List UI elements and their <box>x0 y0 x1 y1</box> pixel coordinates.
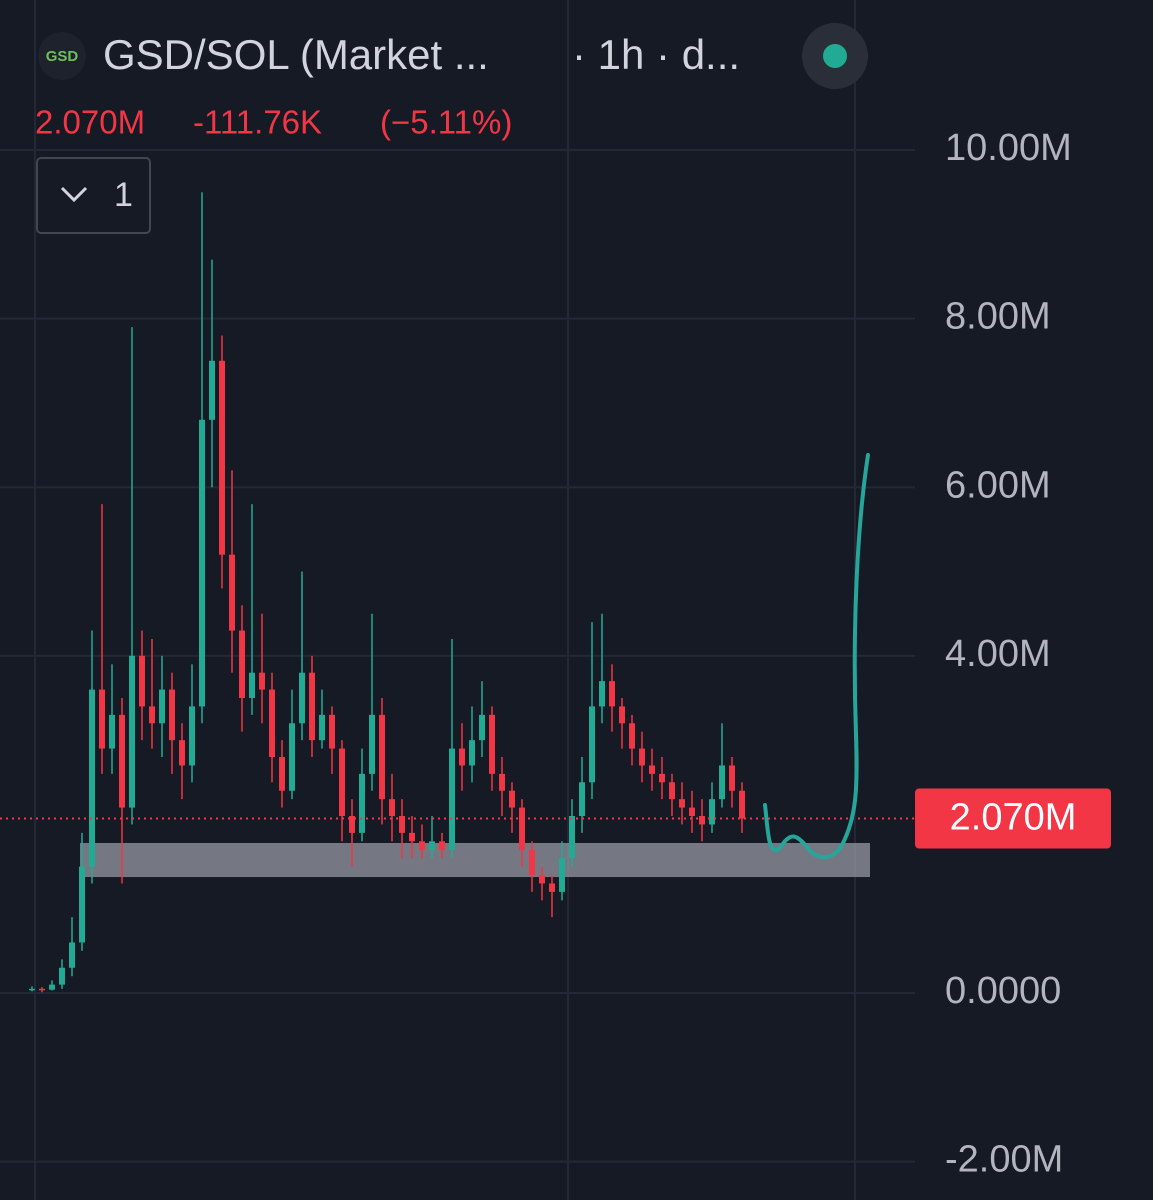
candle-body <box>309 672 315 741</box>
y-tick-label: 6.00M <box>945 464 1051 506</box>
candle-body <box>49 984 55 990</box>
candle-body <box>249 672 255 698</box>
candle-body <box>489 714 495 774</box>
chart-subtitle: · 1h · d... <box>572 31 740 78</box>
candle-body <box>609 681 615 707</box>
last-price-label: 2.070M <box>950 797 1077 839</box>
candle-body <box>699 816 705 825</box>
logo <box>38 32 86 80</box>
support-zone <box>80 842 870 878</box>
candle-body <box>39 988 45 991</box>
candle-body <box>459 748 465 766</box>
candle-body <box>129 655 135 808</box>
indicators-count: 1 <box>114 176 133 214</box>
header: GSD GSD/SOL (Market ... · 1h · d... 2.07… <box>35 23 868 234</box>
y-tick-label: 8.00M <box>945 296 1051 338</box>
candle-body <box>269 689 275 758</box>
candle-body <box>539 875 545 884</box>
candle-body <box>279 757 285 791</box>
candle-body <box>529 849 535 876</box>
hand-drawn-projection <box>763 453 870 860</box>
candle-body <box>289 723 295 791</box>
candle-body <box>679 799 685 808</box>
y-tick-label: 4.00M <box>945 633 1051 675</box>
candle-body <box>599 681 605 707</box>
chevron-icon <box>60 186 88 203</box>
indicators-toggle[interactable] <box>36 157 151 234</box>
candle-body <box>159 689 165 724</box>
candle-body <box>379 714 385 800</box>
candle-body <box>499 773 505 791</box>
candle-body <box>149 706 155 724</box>
candle-body <box>369 714 375 774</box>
candle-body <box>69 942 75 968</box>
candle-body <box>139 655 145 707</box>
candle-body <box>579 782 585 817</box>
chart-title: GSD/SOL (Market ... <box>103 31 489 78</box>
candle-body <box>329 714 335 749</box>
candle-body <box>219 360 225 555</box>
candle-body <box>669 782 675 800</box>
y-axis: 10.00M 8.00M 6.00M 4.00M 0.0000 -2.00M 2.070M <box>915 127 1111 1181</box>
candle-body <box>339 748 345 817</box>
candle-body <box>469 740 475 766</box>
candle-body <box>449 748 455 850</box>
candle-body <box>519 807 525 850</box>
candle-body <box>199 419 205 707</box>
y-tick-label: 10.00M <box>945 127 1072 169</box>
candle-body <box>319 714 325 741</box>
logo-text: GSD <box>46 48 79 65</box>
y-tick-label: -2.00M <box>945 1139 1063 1181</box>
candle-body <box>419 841 425 850</box>
candle-body <box>629 723 635 749</box>
candle-body <box>589 706 595 783</box>
candle-body <box>169 689 175 741</box>
candle-body <box>99 689 105 749</box>
candle-body <box>439 841 445 850</box>
candle-body <box>559 858 565 892</box>
candle-body <box>399 816 405 833</box>
candle-body <box>299 672 305 724</box>
candle-body <box>179 740 185 766</box>
candle-body <box>409 832 415 842</box>
candle-body <box>739 790 745 819</box>
candle-body <box>639 748 645 766</box>
candle-body <box>349 816 355 833</box>
candle-body <box>689 807 695 817</box>
candle-body <box>79 866 85 943</box>
candle-body <box>649 765 655 774</box>
price-change-percent: (−5.11%) <box>380 104 512 141</box>
candle-body <box>189 706 195 766</box>
candle-body <box>119 714 125 808</box>
candle-body <box>209 360 215 420</box>
candle-body <box>719 765 725 800</box>
candle-body <box>479 714 485 741</box>
last-price-box <box>915 788 1111 849</box>
y-tick-label: 0.0000 <box>945 970 1061 1012</box>
marks <box>0 192 915 993</box>
candle-body <box>709 799 715 825</box>
status-dot <box>823 44 847 68</box>
candle-body <box>509 790 515 808</box>
candle-body <box>729 765 735 791</box>
candle-body <box>59 967 65 985</box>
candle-body <box>259 672 265 690</box>
candle-body <box>569 816 575 859</box>
candle-body <box>109 714 115 749</box>
candle-body <box>359 773 365 833</box>
candle-body <box>389 799 395 817</box>
price-change: -111.76K <box>193 104 322 141</box>
last-price: 2.070M <box>35 104 145 141</box>
candle-body <box>239 630 245 698</box>
candle-body <box>549 883 555 892</box>
candle-body <box>229 554 235 631</box>
candle-body <box>659 773 665 783</box>
candle-body <box>89 689 95 867</box>
candle-body <box>429 841 435 850</box>
candle-body <box>619 706 625 724</box>
candle-body <box>29 988 35 991</box>
